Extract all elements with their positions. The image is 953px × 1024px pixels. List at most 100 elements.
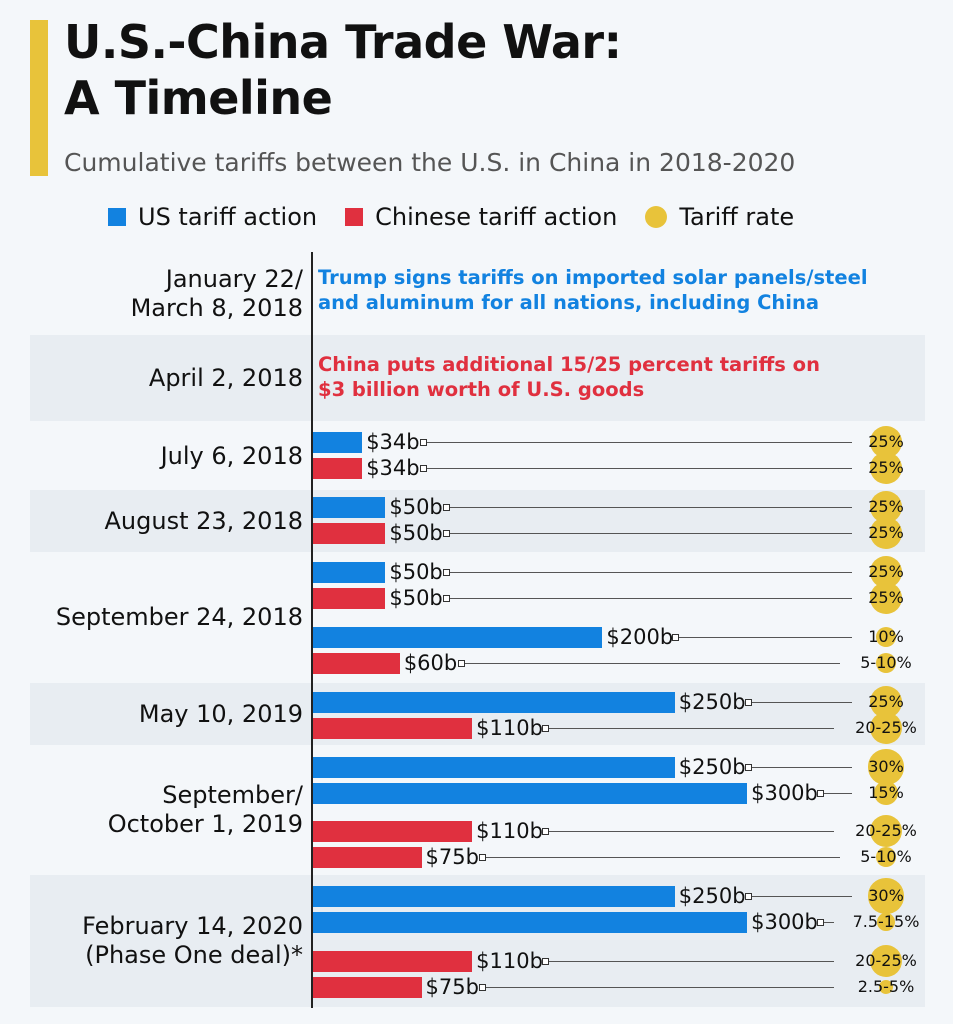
tariff-rate-label: 25% — [868, 562, 904, 581]
leader-line — [549, 728, 834, 729]
tariff-rate-label: 25% — [868, 692, 904, 711]
legend-label: Tariff rate — [679, 203, 795, 231]
title-accent-bar — [30, 20, 48, 176]
bar-value-label: $110b — [476, 949, 543, 973]
china-tariff-bar — [313, 653, 400, 674]
leader-line — [426, 442, 852, 443]
leader-line — [426, 468, 852, 469]
bar-value-label: $50b — [389, 495, 443, 519]
bar-value-label: $50b — [389, 521, 443, 545]
china-tariff-bar — [313, 458, 363, 479]
bar-value-label: $250b — [678, 690, 746, 714]
leader-marker — [479, 984, 487, 991]
tariff-rate-bubble — [870, 945, 902, 977]
tariff-rate-bubble — [870, 517, 902, 549]
tariff-rate-label: 25% — [868, 497, 904, 516]
leader-line — [486, 987, 834, 988]
china-tariff-bar — [313, 821, 473, 842]
chart-title: U.S.-China Trade War: A Timeline — [64, 14, 622, 126]
bar-value-label: $50b — [389, 560, 443, 584]
chart-axis-line — [311, 252, 313, 1008]
tariff-rate-label: 25% — [868, 523, 904, 542]
section-date: August 23, 2018 — [104, 506, 304, 535]
legend-swatch — [345, 208, 364, 226]
section-date: July 6, 2018 — [160, 441, 303, 470]
us-tariff-bar — [313, 432, 363, 453]
leader-line — [450, 572, 852, 573]
leader-line — [450, 533, 852, 534]
us-tariff-bar — [313, 562, 386, 583]
tariff-rate-bubble — [868, 878, 904, 914]
tariff-rate-bubble — [870, 582, 902, 614]
leader-line — [450, 507, 852, 508]
bar-value-label: $300b — [751, 781, 818, 805]
tariff-rate-label: 15% — [868, 783, 904, 802]
legend-label: US tariff action — [138, 203, 318, 231]
legend-swatch — [108, 208, 126, 226]
tariff-rate-bubble — [877, 913, 895, 931]
bar-value-label: $60b — [403, 651, 458, 675]
tariff-rate-bubble — [878, 979, 894, 995]
leader-marker — [817, 790, 825, 797]
bar-value-label: $50b — [389, 586, 443, 610]
section-date: January 22/ March 8, 2018 — [130, 264, 303, 322]
bar-value-label: $34b — [366, 456, 420, 480]
bar-value-label: $110b — [476, 716, 543, 740]
section-band — [30, 490, 925, 552]
legend-label: Chinese tariff action — [375, 203, 618, 231]
tariff-rate-label: 20-25% — [855, 718, 917, 737]
us-tariff-bar — [313, 627, 603, 648]
leader-marker — [443, 595, 451, 602]
title-line-1: U.S.-China Trade War: — [64, 15, 622, 69]
leader-marker — [542, 958, 550, 965]
us-tariff-bar — [313, 497, 386, 518]
tariff-rate-label: 20-25% — [855, 951, 917, 970]
section-note: Trump signs tariffs on imported solar pa… — [318, 266, 868, 314]
leader-marker — [542, 828, 550, 835]
china-tariff-bar — [313, 977, 422, 998]
leader-marker — [419, 439, 427, 446]
section-date: September/ October 1, 2019 — [107, 781, 303, 838]
tariff-rate-label: 7.5-15% — [852, 912, 920, 931]
section-date: April 2, 2018 — [148, 363, 303, 392]
tariff-rate-bubble — [875, 626, 897, 648]
tariff-rate-label: 25% — [868, 432, 904, 451]
leader-line — [450, 598, 852, 599]
tariff-rate-label: 5-10% — [860, 847, 912, 866]
leader-line — [679, 637, 852, 638]
tariff-rate-bubble — [873, 780, 899, 806]
china-tariff-bar — [313, 951, 473, 972]
tariff-rate-label: 30% — [868, 757, 904, 776]
leader-line — [751, 702, 852, 703]
us-tariff-bar — [313, 912, 748, 933]
section-date: May 10, 2019 — [138, 699, 303, 728]
section-date: February 14, 2020 (Phase One deal)* — [82, 912, 303, 969]
leader-line — [486, 857, 840, 858]
leader-marker — [479, 854, 487, 861]
bar-value-label: $34b — [366, 430, 420, 454]
leader-line — [751, 896, 852, 897]
bar-value-label: $300b — [751, 910, 818, 934]
section-band — [30, 335, 925, 421]
leader-marker — [744, 764, 752, 771]
section-date: September 24, 2018 — [55, 603, 303, 631]
china-tariff-bar — [313, 718, 473, 739]
tariff-rate-bubble — [870, 712, 902, 744]
leader-marker — [817, 919, 825, 926]
tariff-rate-label: 20-25% — [855, 821, 917, 840]
legend: US tariff action Chinese tariff action Tar… — [108, 203, 794, 231]
bar-value-label: $75b — [425, 845, 479, 869]
tariff-rate-label: 5-10% — [860, 653, 912, 672]
us-tariff-bar — [313, 886, 675, 907]
china-tariff-bar — [313, 847, 422, 868]
tariff-rate-label: 2.5-5% — [857, 977, 915, 996]
tariff-rate-bubble — [868, 749, 904, 785]
tariff-rate-bubble — [875, 652, 897, 674]
leader-marker — [744, 699, 752, 706]
leader-marker — [443, 530, 451, 537]
leader-marker — [419, 465, 427, 472]
us-tariff-bar — [313, 757, 675, 778]
tariff-rate-label: 10% — [868, 627, 904, 646]
leader-line — [549, 961, 834, 962]
chart-subtitle: Cumulative tariffs between the U.S. in C… — [64, 148, 796, 177]
